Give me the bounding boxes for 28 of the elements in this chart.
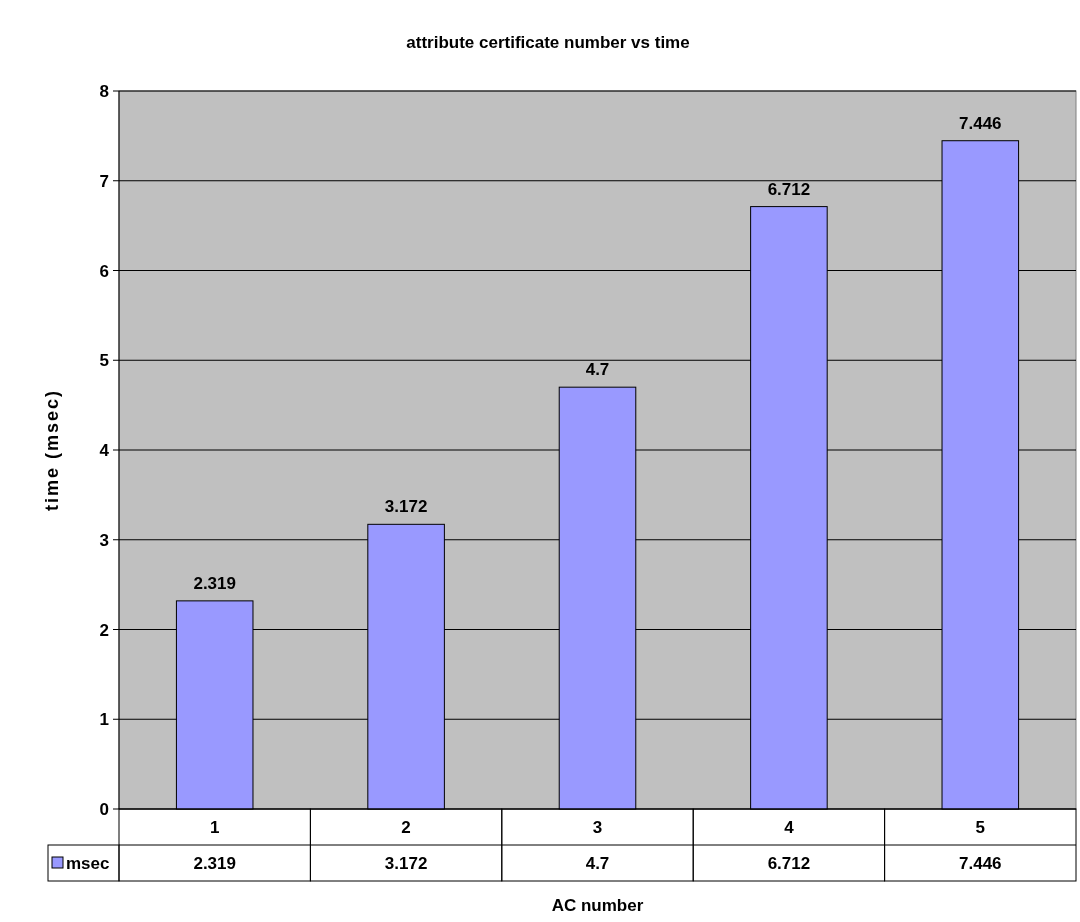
y-tick-label: 6 xyxy=(99,261,109,281)
data-label: 7.446 xyxy=(959,854,1002,873)
y-tick-label: 3 xyxy=(99,530,109,550)
x-tick-label: 2 xyxy=(401,818,411,837)
y-tick-label: 7 xyxy=(99,171,109,191)
y-tick-label: 0 xyxy=(99,800,109,819)
x-tick-label: 4 xyxy=(784,818,795,837)
annotation: 3.172 xyxy=(384,497,428,517)
data-label: 2.319 xyxy=(193,854,236,873)
y-tick-label: 4 xyxy=(99,441,110,460)
annotation: 7.446 xyxy=(959,113,1002,133)
x-axis-title: AC number xyxy=(551,896,644,915)
data-label: 6.712 xyxy=(767,854,811,873)
x-tick-label: 5 xyxy=(975,818,986,837)
legend-label: msec xyxy=(66,854,110,873)
y-tick-label: 8 xyxy=(99,82,109,101)
y-tick-label: 2 xyxy=(99,620,109,640)
x-tick-label: 1 xyxy=(209,818,220,837)
chart-title: attribute certificate number vs time xyxy=(406,33,690,52)
annotation: 6.712 xyxy=(767,179,811,199)
x-tick-label: 3 xyxy=(592,818,603,837)
y-axis-title: time (msec) xyxy=(42,388,62,512)
data-label: 3.172 xyxy=(384,854,428,873)
y-tick-label: 1 xyxy=(99,710,109,730)
data-label: 4.7 xyxy=(585,854,610,873)
annotation: 2.319 xyxy=(193,573,236,593)
annotation: 4.7 xyxy=(585,360,610,380)
y-tick-label: 5 xyxy=(99,351,109,371)
